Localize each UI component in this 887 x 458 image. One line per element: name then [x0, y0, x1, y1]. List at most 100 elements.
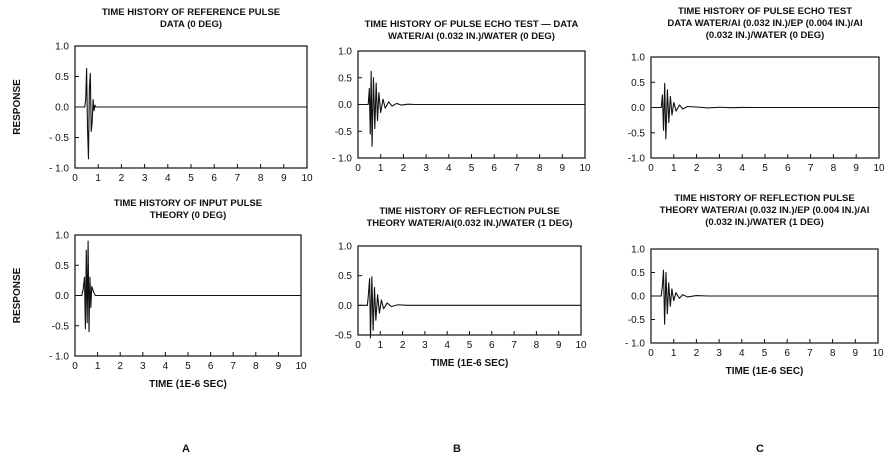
x-tick-label: 3: [423, 163, 429, 174]
x-tick-label: 4: [446, 163, 452, 174]
y-tick-label: 0.5: [55, 261, 69, 272]
y-tick-label: 0.5: [631, 268, 645, 279]
x-tick-label: 7: [511, 340, 517, 351]
x-tick-label: 6: [208, 361, 214, 372]
y-tick-label: 1.0: [338, 47, 352, 58]
x-tick-label: 5: [185, 361, 191, 372]
y-tick-label: 0.0: [631, 292, 645, 303]
x-tick-label: 5: [762, 163, 768, 174]
x-tick-label: 10: [301, 173, 313, 184]
y-tick-label: - 1.0: [49, 352, 69, 363]
x-tick-label: 1: [378, 163, 384, 174]
x-tick-label: 6: [489, 340, 495, 351]
chart-title-line: TIME HISTORY OF REFLECTION PULSE: [379, 206, 559, 217]
x-tick-label: 8: [534, 340, 540, 351]
x-tick-label: 8: [831, 163, 837, 174]
y-tick-label: 1.0: [55, 42, 69, 53]
chart-title-line: TIME HISTORY OF PULSE ECHO TEST — DATA: [365, 19, 579, 30]
x-tick-label: 9: [853, 348, 859, 359]
x-tick-label: 5: [467, 340, 473, 351]
chart-title-line: (0.032 IN.)/WATER (1 DEG): [705, 217, 824, 228]
x-tick-label: 4: [163, 361, 169, 372]
chart-title-line: DATA (0 DEG): [160, 19, 222, 30]
x-tick-label: 3: [140, 361, 146, 372]
y-tick-label: -0.5: [335, 127, 353, 138]
y-tick-label: 1.0: [631, 245, 645, 256]
y-tick-label: 0.5: [338, 73, 352, 84]
x-tick-label: 5: [188, 173, 194, 184]
x-tick-label: 3: [422, 340, 428, 351]
x-tick-label: 10: [295, 361, 307, 372]
y-tick-label: 0.0: [338, 100, 352, 111]
x-tick-label: 2: [694, 348, 700, 359]
y-tick-label: 0.5: [631, 78, 645, 89]
series-line: [75, 68, 307, 160]
y-tick-label: - 0.5: [49, 133, 69, 144]
y-tick-label: 0.0: [338, 301, 352, 312]
x-tick-label: 0: [648, 163, 654, 174]
x-tick-label: 6: [785, 163, 791, 174]
x-tick-label: 9: [560, 163, 566, 174]
chart-title-line: THEORY WATER/AI(0.032 IN.)/WATER (1 DEG): [366, 218, 572, 229]
y-tick-label: - 1.0: [625, 339, 645, 350]
chart-title-line: THEORY (0 DEG): [150, 210, 227, 221]
x-tick-label: 8: [258, 173, 264, 184]
x-tick-label: 7: [514, 163, 520, 174]
x-tick-label: 2: [117, 361, 123, 372]
y-tick-label: 0.5: [338, 271, 352, 282]
y-tick-label: 1.0: [55, 231, 69, 242]
panel-label: A: [182, 443, 190, 455]
plot-frame: [357, 245, 582, 336]
x-tick-label: 5: [762, 348, 768, 359]
x-tick-label: 6: [491, 163, 497, 174]
x-tick-label: 5: [469, 163, 475, 174]
series-line: [358, 276, 581, 339]
x-tick-label: 1: [95, 361, 101, 372]
x-axis-label: TIME (1E-6 SEC): [431, 358, 509, 369]
x-tick-label: 6: [211, 173, 217, 184]
y-tick-label: -0.5: [52, 321, 70, 332]
y-axis-label: RESPONSE: [12, 79, 23, 135]
x-tick-label: 10: [579, 163, 591, 174]
chart-title-line: TIME HISTORY OF REFLECTION PULSE: [674, 193, 854, 204]
chart-title-line: TIME HISTORY OF REFERENCE PULSE: [102, 7, 280, 18]
x-tick-label: 1: [671, 348, 677, 359]
y-tick-label: -0.5: [335, 331, 353, 342]
y-tick-label: 0.0: [55, 103, 69, 114]
x-tick-label: 7: [230, 361, 236, 372]
x-tick-label: 7: [235, 173, 241, 184]
x-tick-label: 0: [355, 163, 361, 174]
x-tick-label: 3: [717, 163, 723, 174]
chart-title-line: (0.032 IN.)/WATER (0 DEG): [706, 30, 825, 41]
x-axis-label: TIME (1E-6 SEC): [149, 379, 227, 390]
series-line: [651, 269, 878, 325]
x-tick-label: 0: [72, 361, 78, 372]
x-tick-label: 10: [575, 340, 587, 351]
chart-title-line: THEORY WATER/AI (0.032 IN.)/EP (0.004 IN…: [660, 205, 870, 216]
x-tick-label: 9: [276, 361, 282, 372]
x-tick-label: 2: [694, 163, 700, 174]
y-tick-label: - 1.0: [49, 164, 69, 175]
x-tick-label: 4: [739, 163, 745, 174]
x-tick-label: 9: [853, 163, 859, 174]
series-line: [75, 240, 301, 333]
y-tick-label: 0.0: [55, 291, 69, 302]
chart-b-top: TIME HISTORY OF PULSE ECHO TEST — DATAWA…: [332, 19, 591, 174]
y-tick-label: -1.0: [628, 154, 646, 165]
panel-label: B: [453, 443, 461, 455]
y-tick-label: 1.0: [338, 242, 352, 253]
y-axis-label: RESPONSE: [12, 267, 23, 323]
x-tick-label: 0: [355, 340, 361, 351]
x-tick-label: 10: [873, 163, 885, 174]
panel-label: C: [756, 443, 764, 455]
x-tick-label: 8: [830, 348, 836, 359]
x-tick-label: 1: [378, 340, 384, 351]
x-tick-label: 0: [72, 173, 78, 184]
y-tick-label: 0.5: [55, 72, 69, 83]
x-tick-label: 4: [444, 340, 450, 351]
y-tick-label: -0.5: [628, 315, 646, 326]
